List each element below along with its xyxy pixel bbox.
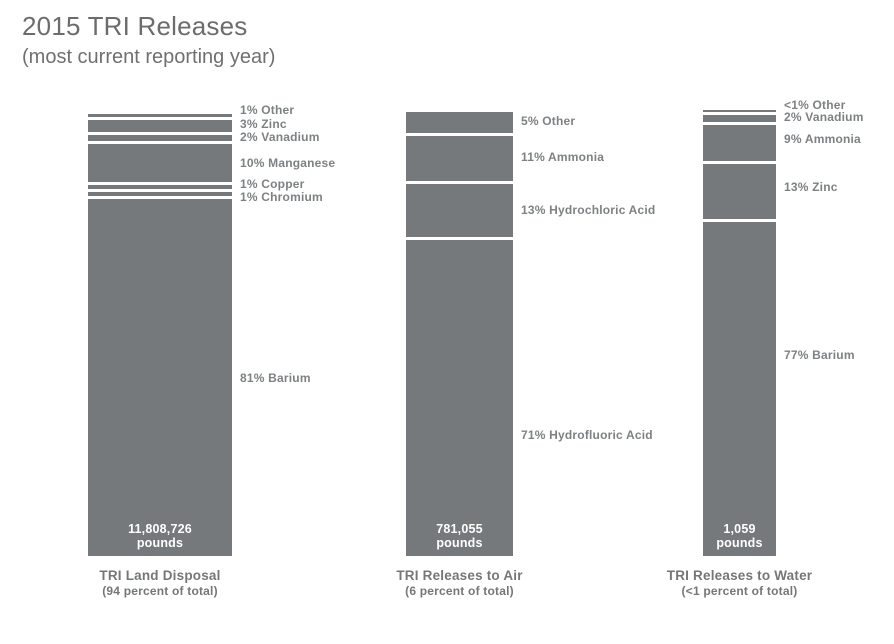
segment-label-zinc: 13% Zinc (784, 180, 838, 194)
bar-total-number: 1,059 (723, 522, 756, 536)
segment-label-hydrofluoric-acid: 71% Hydrofluoric Acid (521, 428, 653, 442)
segment-label-hydrochloric-acid: 13% Hydrochloric Acid (521, 203, 656, 217)
bar-share-label: (6 percent of total) (405, 584, 514, 598)
bar-total-unit: pounds (716, 536, 763, 550)
bar-segment-barium (88, 199, 232, 556)
bar-segment-other (88, 114, 232, 117)
segment-label-other: 1% Other (240, 103, 295, 117)
segment-label-chromium: 1% Chromium (240, 190, 323, 204)
bar-segment-copper (88, 185, 232, 189)
bar-segment-manganese (88, 144, 232, 182)
segment-label-vanadium: 2% Vanadium (784, 110, 864, 124)
bar-total-number: 11,808,726 (128, 522, 192, 536)
segment-label-ammonia: 11% Ammonia (521, 150, 605, 164)
segment-label-ammonia: 9% Ammonia (784, 132, 861, 146)
bar-name-label: TRI Land Disposal (99, 568, 221, 583)
bar-segment-chromium (88, 192, 232, 196)
bar-segment-ammonia (406, 136, 513, 181)
bar-total-number: 781,055 (436, 522, 483, 536)
segment-label-vanadium: 2% Vanadium (240, 130, 320, 144)
bar-segment-zinc (703, 164, 776, 219)
bar-segment-other (406, 112, 513, 133)
segment-label-manganese: 10% Manganese (240, 156, 336, 170)
bar-segment-other (703, 110, 776, 112)
chart-title: 2015 TRI Releases (22, 11, 248, 41)
bar-segment-hydrofluoric-acid (406, 240, 513, 556)
bar-segment-ammonia (703, 125, 776, 161)
segment-label-other: 5% Other (521, 114, 576, 128)
segment-label-barium: 77% Barium (784, 348, 855, 362)
bar-name-label: TRI Releases to Air (396, 568, 523, 583)
bar-share-label: (<1 percent of total) (681, 584, 798, 598)
bar-axis-title-tri-releases-to-air: TRI Releases to Air (6 percent of total) (396, 567, 522, 599)
bar-segment-vanadium (703, 115, 776, 122)
bar-share-label: (94 percent of total) (102, 584, 218, 598)
bar-total-value: 781,055 pounds (406, 522, 513, 550)
segment-label-other: <1% Other (784, 98, 846, 112)
segment-label-barium: 81% Barium (240, 371, 311, 385)
bar-segment-hydrochloric-acid (406, 184, 513, 237)
bar-name-label: TRI Releases to Water (666, 568, 813, 583)
segment-label-zinc: 3% Zinc (240, 117, 287, 131)
bar-total-unit: pounds (136, 536, 184, 550)
bar-axis-title-tri-land-disposal: TRI Land Disposal (94 percent of total) (99, 567, 220, 599)
bar-total-value: 11,808,726 pounds (88, 522, 232, 550)
bar-segment-barium (703, 222, 776, 556)
bar-tri-releases-to-air: 781,055 pounds (406, 112, 513, 556)
bar-tri-releases-to-water: 1,059 pounds (703, 110, 776, 556)
chart-subtitle: (most current reporting year) (22, 46, 276, 68)
segment-label-copper: 1% Copper (240, 177, 305, 191)
bar-segment-vanadium (88, 135, 232, 141)
chart-header: 2015 TRI Releases (most current reportin… (22, 10, 275, 70)
bar-tri-land-disposal: 11,808,726 pounds (88, 114, 232, 556)
bar-total-unit: pounds (436, 536, 483, 550)
bar-axis-title-tri-releases-to-water: TRI Releases to Water (<1 percent of tota… (667, 567, 813, 599)
bar-total-value: 1,059 pounds (703, 522, 776, 550)
bar-segment-zinc (88, 120, 232, 132)
